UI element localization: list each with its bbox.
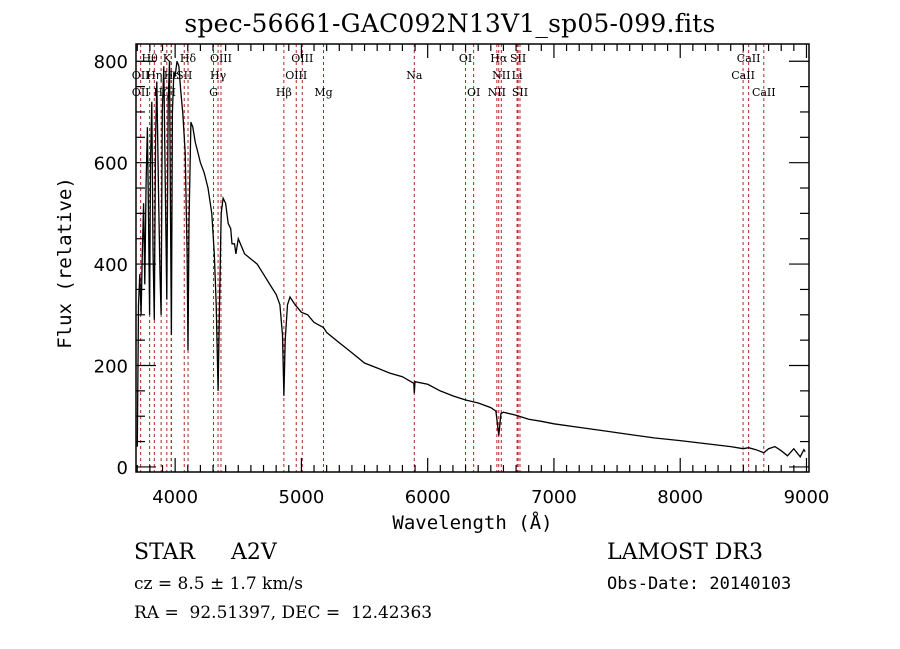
line-label-9: Hδ	[180, 52, 197, 65]
line-label-10: G	[209, 86, 218, 99]
line-label-16: Mg	[314, 86, 332, 99]
y-tick-label: 600	[94, 154, 128, 175]
spectrum-line	[136, 60, 806, 458]
y-tick-label: 400	[94, 255, 128, 276]
line-labels: OIIHθOIIHηHζKHHεSIIHδGHγOIIIHβOIIIOIIIMg…	[132, 52, 776, 99]
y-tick-label: 0	[117, 458, 128, 479]
line-label-21: Hα	[490, 52, 508, 65]
obs-date: Obs-Date: 20140103	[607, 574, 792, 594]
line-label-27: CaII	[737, 52, 761, 65]
line-label-26: CaII	[731, 69, 755, 82]
object-class: STAR	[134, 540, 195, 565]
survey-name: LAMOST DR3	[607, 540, 763, 565]
line-markers	[140, 44, 765, 472]
line-label-13: Hβ	[276, 86, 292, 99]
plot-frame	[135, 43, 810, 473]
line-label-3: Hη	[146, 69, 162, 82]
line-label-20: NII	[488, 86, 506, 99]
line-label-17: Na	[406, 69, 423, 82]
x-tick-label: 8000	[657, 487, 703, 508]
x-tick-label: 5000	[279, 487, 325, 508]
line-label-6: H	[166, 86, 176, 99]
x-tick-label: 7000	[531, 487, 577, 508]
x-tick-label: 4000	[152, 487, 198, 508]
x-tick-label: 9000	[784, 487, 830, 508]
subclass: A2V	[231, 540, 277, 565]
line-label-5: K	[163, 52, 172, 65]
axis-ticks: 4000 5000 6000 7000 8000 9000 0 200 400 600 800	[94, 44, 830, 508]
line-label-1: Hθ	[142, 52, 159, 65]
line-label-12: OIII	[210, 52, 232, 65]
line-label-0: OII	[132, 86, 150, 99]
line-label-15: OIII	[291, 52, 313, 65]
line-label-11: Hγ	[210, 69, 227, 82]
line-label-28: CaII	[752, 86, 776, 99]
line-label-22: NII	[492, 69, 510, 82]
x-axis-label: Wavelength (Å)	[392, 511, 552, 534]
x-tick-label: 6000	[405, 487, 451, 508]
line-label-8: SII	[176, 69, 192, 82]
coordinates-readout: RA = 92.51397, DEC = 12.42363	[134, 603, 433, 623]
line-label-24: SII	[510, 52, 526, 65]
line-label-23: Li	[512, 69, 523, 82]
line-label-14: OIII	[285, 69, 307, 82]
y-axis-label: Flux (relative)	[54, 177, 76, 349]
classification: STAR A2V	[134, 540, 277, 565]
y-tick-label: 800	[94, 52, 128, 73]
line-label-18: OI	[459, 52, 472, 65]
line-label-19: OI	[467, 86, 480, 99]
redshift-readout: cz = 8.5 ± 1.7 km/s	[134, 574, 303, 594]
chart-title: spec-56661-GAC092N13V1_sp05-099.fits	[184, 9, 716, 38]
y-tick-label: 200	[94, 357, 128, 378]
line-label-25: SII	[512, 86, 528, 99]
